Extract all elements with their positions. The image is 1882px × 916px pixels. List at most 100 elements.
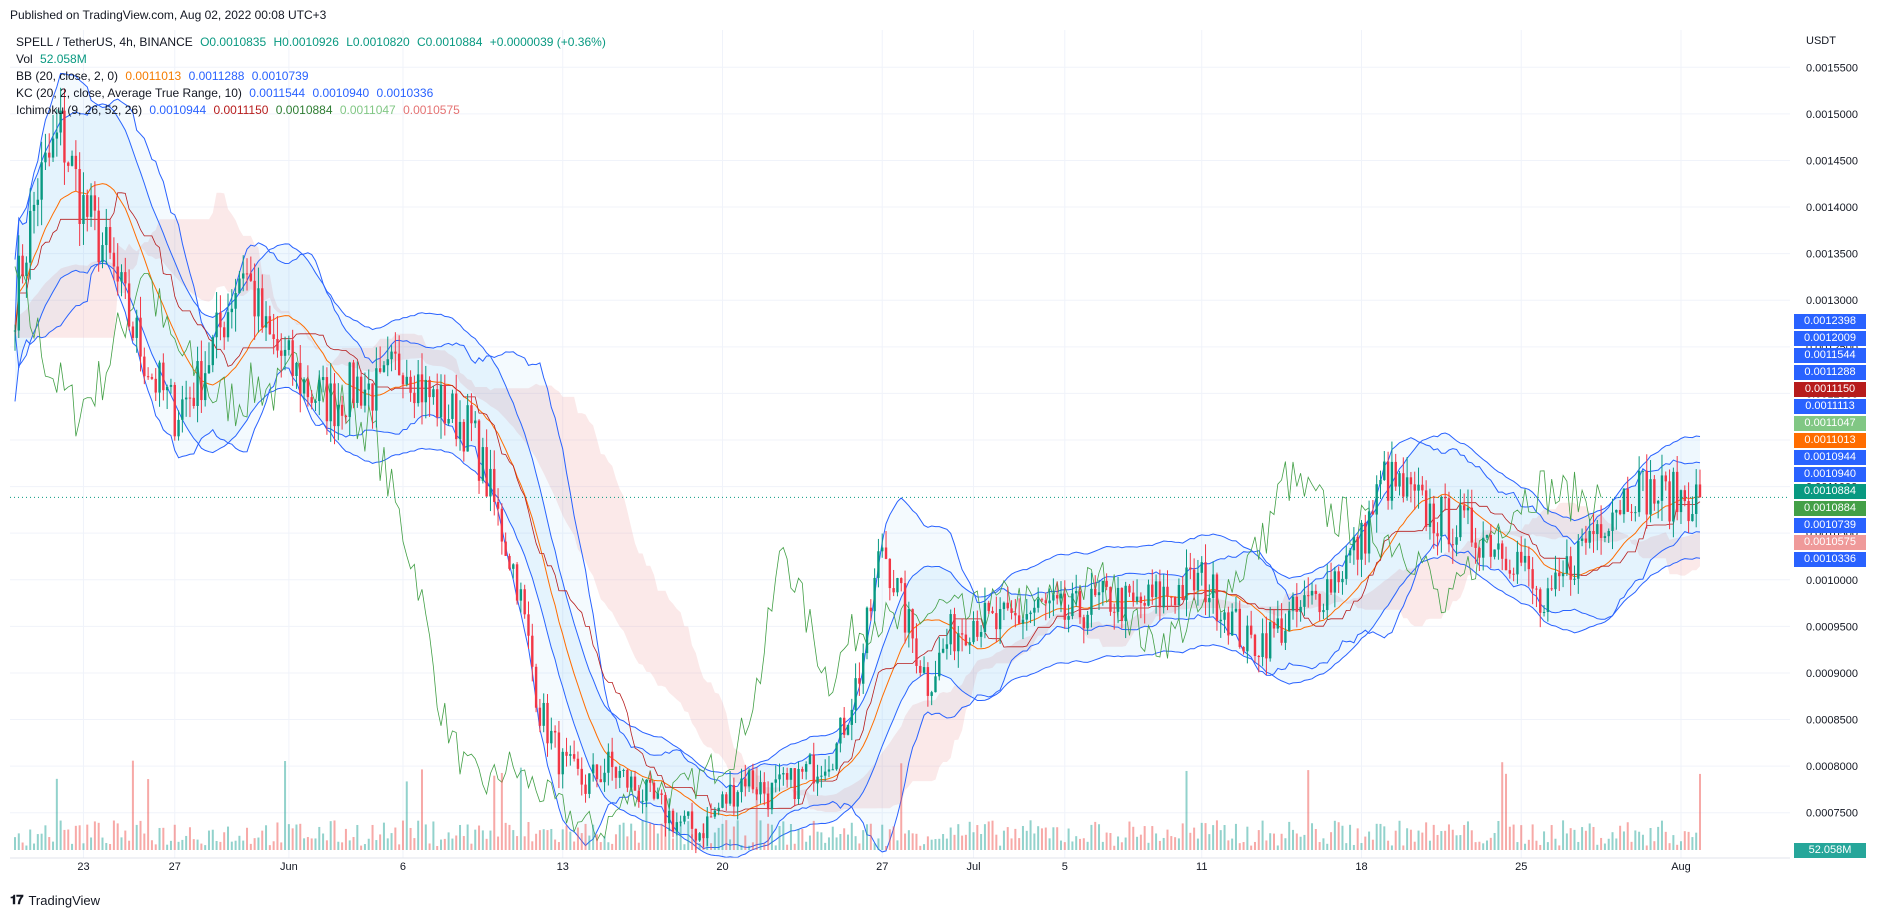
candle-body	[629, 776, 633, 788]
candle-body	[907, 609, 911, 633]
candle-body	[1189, 567, 1192, 570]
x-tick-label: 18	[1355, 861, 1367, 873]
volume-bar	[253, 838, 256, 850]
candle-body	[150, 377, 154, 379]
volume-bar	[786, 844, 789, 850]
candle-body	[108, 227, 112, 253]
volume-bar	[896, 840, 899, 850]
volume-bar	[337, 841, 340, 850]
volume-bar	[166, 844, 169, 850]
volume-bar	[1626, 822, 1629, 850]
candle-body	[1611, 512, 1614, 531]
candle-body	[17, 255, 21, 331]
candle-body	[40, 162, 43, 200]
volume-bar	[839, 834, 842, 850]
candle-body	[272, 334, 275, 339]
volume-bar	[1634, 830, 1637, 850]
volume-bar	[637, 842, 640, 850]
volume-bar	[420, 769, 423, 850]
candle-body	[1691, 513, 1694, 522]
price-chart[interactable]: 0.0015500 0.0015000 0.0014500 0.0014000 0.00…	[0, 0, 1882, 892]
candle-body	[1265, 633, 1268, 659]
legend-ichimoku-row[interactable]: Ichimoku (9, 26, 52, 26) 0.0010944 0.001…	[16, 102, 610, 119]
volume-bar	[451, 838, 454, 850]
volume-bar	[63, 829, 66, 850]
volume-bar	[21, 842, 24, 850]
volume-bar	[500, 772, 503, 850]
candle-body	[143, 356, 146, 377]
volume-bar	[1447, 824, 1450, 850]
symbol-title[interactable]: SPELL / TetherUS, 4h, BINANCE	[16, 35, 193, 49]
legend-vol-row[interactable]: Vol 52.058M	[16, 51, 610, 68]
candle-body	[1675, 471, 1679, 513]
volume-bar	[1520, 825, 1523, 850]
volume-price-label: 52.058M	[1794, 843, 1866, 858]
footer-brand[interactable]: 𝟏𝟕 TradingView	[10, 892, 100, 908]
volume-bar	[1139, 834, 1142, 850]
candle-body	[1394, 461, 1397, 487]
candle-body	[386, 359, 389, 366]
candle-body	[485, 447, 488, 497]
volume-bar	[1592, 826, 1595, 850]
low-value: L0.0010820	[346, 35, 410, 49]
candle-body	[1345, 555, 1348, 579]
candle-body	[839, 717, 842, 744]
candle-body	[1337, 571, 1340, 583]
candle-body	[261, 288, 264, 328]
volume-bar	[953, 834, 956, 850]
volume-bar	[1672, 835, 1675, 850]
candle-body	[622, 769, 625, 771]
candle-body	[1322, 610, 1325, 613]
volume-bar	[1018, 838, 1021, 850]
volume-bar	[1387, 840, 1390, 850]
volume-bar	[945, 838, 948, 850]
price-label: 0.0011047	[1794, 416, 1866, 431]
volume-bar	[299, 823, 302, 850]
candle-body	[1436, 533, 1439, 537]
legend-bb-row[interactable]: BB (20, close, 2, 0) 0.0011013 0.0011288…	[16, 68, 610, 85]
candle-body	[591, 764, 595, 774]
candle-body	[865, 607, 869, 654]
volume-bar	[390, 833, 393, 850]
candle-body	[1132, 592, 1135, 602]
volume-bar	[649, 823, 652, 850]
candle-body	[1002, 602, 1006, 610]
volume-bar	[291, 828, 294, 850]
x-tick-label: Aug	[1671, 861, 1691, 873]
volume-bar	[938, 838, 941, 850]
candle-body	[626, 769, 629, 788]
volume-bar	[1432, 824, 1435, 850]
volume-bar	[1478, 841, 1481, 850]
volume-bar	[748, 845, 751, 850]
candle-body	[641, 800, 644, 802]
volume-bar	[234, 840, 237, 850]
candle-body	[565, 751, 568, 756]
volume-bar	[219, 841, 222, 850]
candle-body	[1135, 596, 1139, 602]
candle-body	[553, 730, 557, 733]
legend-kc-row[interactable]: KC (20, 2, close, Average True Range, 10…	[16, 85, 610, 102]
y-tick-label: 0.0009000	[1806, 668, 1858, 680]
volume-bar	[238, 835, 241, 850]
candle-body	[1462, 505, 1466, 511]
candle-body	[1257, 656, 1260, 658]
candle-body	[1615, 509, 1618, 513]
candlesticks[interactable]	[13, 87, 1702, 854]
volume-bar	[1124, 837, 1127, 850]
volume-bar	[1600, 837, 1603, 850]
price-label: 0.0011150	[1794, 382, 1866, 397]
volume-bar	[1649, 828, 1652, 850]
volume-bar	[660, 823, 663, 850]
x-tick-label: Jul	[966, 861, 980, 873]
candle-body	[1219, 619, 1222, 622]
price-label: 0.0010884	[1794, 484, 1866, 499]
candle-body	[671, 810, 675, 832]
candle-body	[858, 678, 861, 684]
volume-bar	[542, 829, 545, 850]
candle-body	[1535, 588, 1538, 590]
volume-bar	[1489, 837, 1492, 850]
candle-body	[253, 280, 256, 317]
candle-body	[310, 397, 313, 403]
volume-bar	[653, 824, 656, 850]
candle-body	[489, 468, 492, 497]
